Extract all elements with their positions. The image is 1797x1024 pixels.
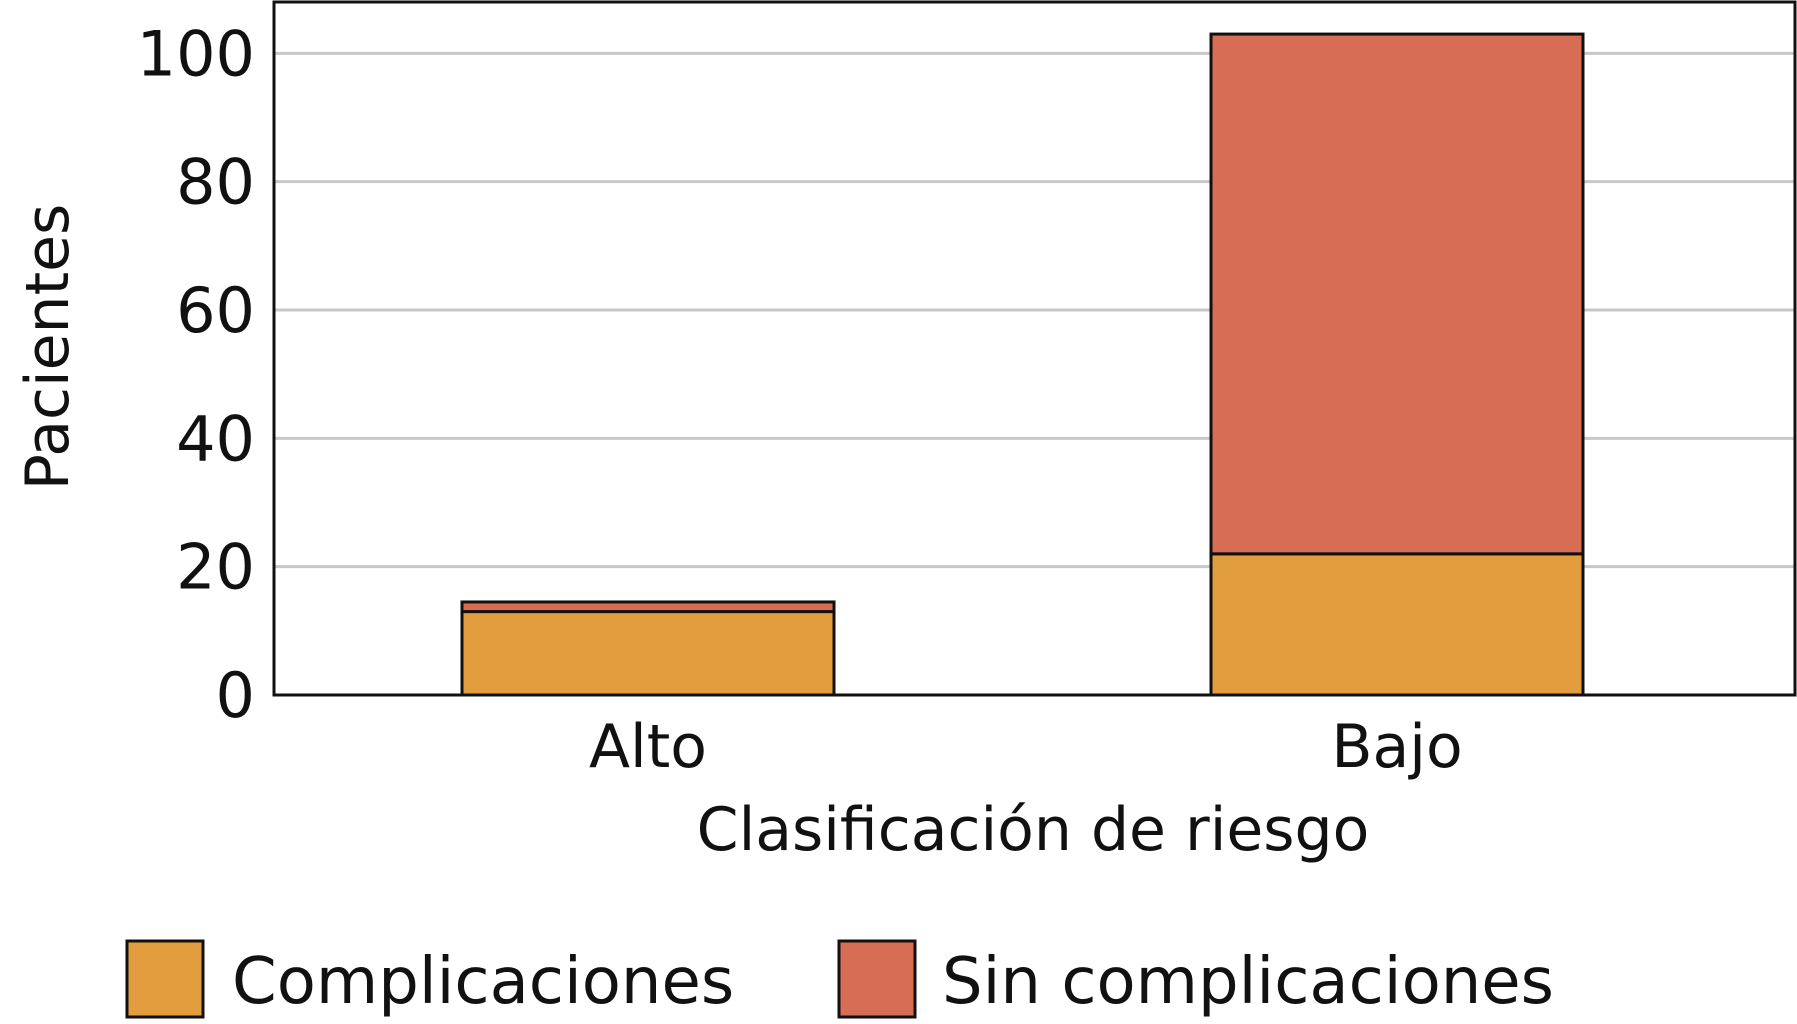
bar-bajo-complicaciones bbox=[1209, 552, 1585, 697]
legend-swatch-sin-complicaciones bbox=[837, 939, 917, 1019]
legend-label-sin-complicaciones: Sin complicaciones bbox=[942, 945, 1554, 1019]
y-tick-label: 40 bbox=[176, 402, 255, 475]
y-tick-labels: 0 20 40 60 80 100 bbox=[137, 17, 255, 732]
y-tick-label: 100 bbox=[137, 17, 255, 90]
legend: Complicaciones Sin complicaciones bbox=[125, 939, 1554, 1019]
bars bbox=[460, 32, 1585, 697]
legend-item-complicaciones: Complicaciones bbox=[125, 939, 734, 1019]
y-tick-label: 80 bbox=[176, 146, 255, 219]
legend-swatch-complicaciones bbox=[125, 939, 205, 1019]
x-axis-label: Clasificación de riesgo bbox=[697, 795, 1370, 865]
y-tick-label: 0 bbox=[216, 659, 255, 732]
y-tick-label: 60 bbox=[176, 274, 255, 347]
legend-item-sin-complicaciones: Sin complicaciones bbox=[837, 939, 1554, 1019]
bar-bajo-sin-complicaciones bbox=[1209, 32, 1585, 556]
x-tick-labels: Alto Bajo bbox=[589, 712, 1463, 782]
bar-alto-sin-complicaciones bbox=[460, 600, 836, 614]
plot-frame bbox=[272, 0, 1797, 697]
legend-label-complicaciones: Complicaciones bbox=[232, 945, 734, 1019]
y-axis-label: Pacientes bbox=[13, 204, 83, 491]
x-tick-label: Bajo bbox=[1331, 712, 1462, 782]
axes bbox=[272, 0, 1797, 697]
y-tick-label: 20 bbox=[176, 531, 255, 604]
x-tick-label: Alto bbox=[589, 712, 707, 782]
bar-alto-complicaciones bbox=[460, 610, 836, 697]
